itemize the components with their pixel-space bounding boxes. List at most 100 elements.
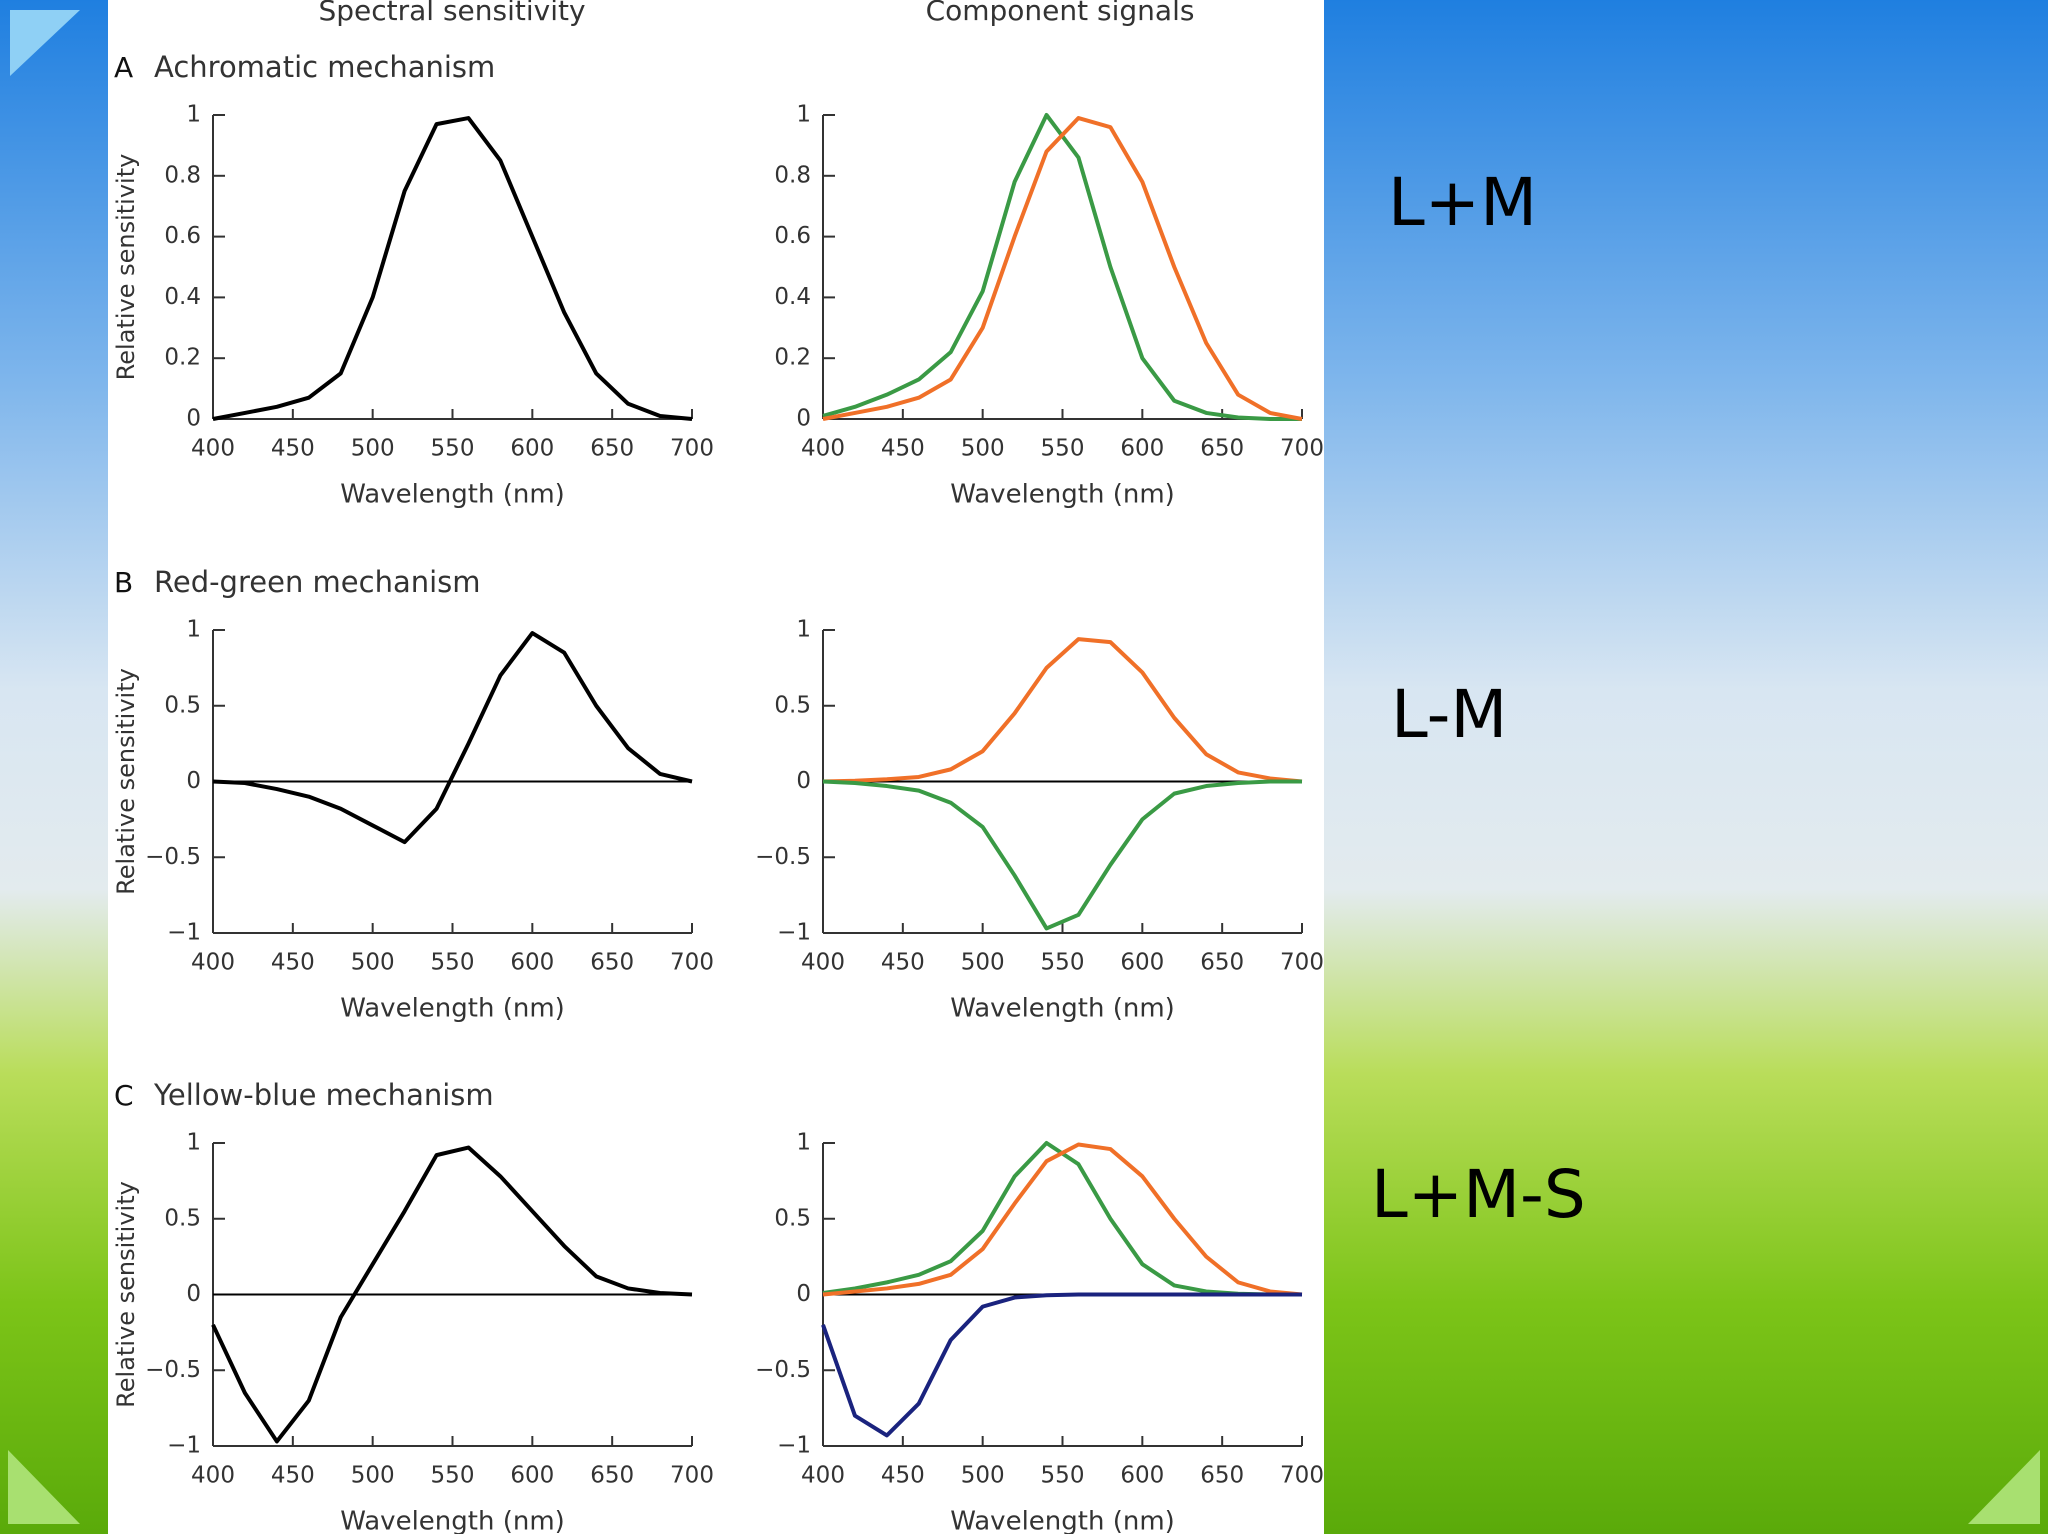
y-tick-label: −0.5 (145, 844, 201, 870)
panel-title: Red-green mechanism (154, 565, 481, 599)
panel-letter: C (114, 1079, 134, 1112)
y-axis-label: Relative sensitivity (112, 668, 140, 895)
y-tick-label: 0.2 (164, 345, 201, 371)
x-tick-label: 400 (191, 1463, 235, 1489)
y-tick-label: 0 (796, 406, 811, 432)
y-tick-label: 1 (796, 1130, 811, 1156)
x-tick-label: 450 (881, 1463, 925, 1489)
series-line (822, 1142, 1303, 1297)
y-tick-label: 0 (186, 1281, 201, 1307)
y-tick-label: 0 (186, 768, 201, 794)
panel-title: Achromatic mechanism (154, 50, 495, 84)
x-axis-label: Wavelength (nm) (340, 994, 565, 1024)
x-axis-label: Wavelength (nm) (340, 1507, 565, 1534)
y-axis-label: Relative sensitivity (112, 154, 140, 381)
series-line (212, 631, 693, 845)
panel-letter: A (114, 51, 133, 84)
x-tick-label: 550 (431, 436, 475, 462)
y-tick-label: −0.5 (755, 844, 811, 870)
figure-panel (108, 0, 1324, 1534)
series-line (821, 1292, 1302, 1438)
side-label: L+M (1388, 164, 1537, 241)
x-tick-label: 700 (670, 950, 714, 976)
x-tick-label: 450 (271, 1463, 315, 1489)
x-tick-label: 450 (271, 436, 315, 462)
panel-letter: B (114, 566, 133, 599)
y-tick-label: 0.6 (774, 223, 811, 249)
x-tick-label: 500 (351, 436, 395, 462)
x-tick-label: 550 (431, 950, 475, 976)
x-tick-label: 600 (510, 1463, 554, 1489)
x-tick-label: 600 (510, 950, 554, 976)
y-tick-label: 1 (186, 617, 201, 643)
series-line (822, 116, 1303, 421)
column-title: Component signals (926, 0, 1195, 27)
panel-title: Yellow-blue mechanism (153, 1078, 494, 1112)
y-tick-label: 0.4 (164, 284, 201, 310)
y-tick-label: −0.5 (755, 1357, 811, 1383)
x-tick-label: 400 (191, 436, 235, 462)
x-tick-label: 600 (1120, 1463, 1164, 1489)
y-tick-label: 0.5 (774, 692, 811, 718)
corner-decoration (1968, 1450, 2040, 1524)
x-tick-label: 700 (670, 436, 714, 462)
y-tick-label: −1 (777, 920, 811, 946)
x-tick-label: 650 (590, 950, 634, 976)
y-tick-label: 0.5 (774, 1205, 811, 1231)
side-label: L-M (1391, 676, 1507, 753)
y-tick-label: 0.8 (164, 162, 201, 188)
y-tick-label: −1 (167, 920, 201, 946)
x-axis-label: Wavelength (nm) (950, 1507, 1175, 1534)
x-tick-label: 600 (1120, 950, 1164, 976)
x-tick-label: 550 (1041, 1463, 1085, 1489)
y-tick-label: 1 (186, 102, 201, 128)
x-tick-label: 550 (1041, 436, 1085, 462)
x-tick-label: 600 (1120, 436, 1164, 462)
y-tick-label: 0 (186, 406, 201, 432)
y-tick-label: 0.5 (164, 692, 201, 718)
x-tick-label: 700 (1280, 436, 1324, 462)
x-tick-label: 500 (961, 950, 1005, 976)
series-line (822, 637, 1303, 784)
corner-decoration (10, 10, 80, 76)
x-axis-label: Wavelength (nm) (950, 994, 1175, 1024)
y-tick-label: 1 (796, 102, 811, 128)
column-title: Spectral sensitivity (318, 0, 585, 27)
y-tick-label: 0 (796, 1281, 811, 1307)
x-tick-label: 450 (881, 950, 925, 976)
x-axis-label: Wavelength (nm) (340, 480, 565, 510)
series-line (822, 779, 1302, 931)
x-tick-label: 450 (881, 436, 925, 462)
x-tick-label: 400 (801, 950, 845, 976)
corner-decoration (8, 1450, 80, 1524)
x-tick-label: 500 (961, 436, 1005, 462)
x-tick-label: 650 (590, 436, 634, 462)
series-line (211, 1145, 693, 1444)
x-tick-label: 500 (351, 950, 395, 976)
x-tick-label: 550 (1041, 950, 1085, 976)
y-tick-label: 0.2 (774, 345, 811, 371)
x-tick-label: 400 (801, 1463, 845, 1489)
y-tick-label: 0.4 (774, 284, 811, 310)
y-axis-label: Relative sensitivity (112, 1181, 140, 1408)
x-tick-label: 550 (431, 1463, 475, 1489)
y-tick-label: 0.6 (164, 223, 201, 249)
x-tick-label: 400 (191, 950, 235, 976)
x-axis-label: Wavelength (nm) (950, 480, 1175, 510)
x-tick-label: 700 (1280, 950, 1324, 976)
x-tick-label: 650 (590, 1463, 634, 1489)
x-tick-label: 450 (271, 950, 315, 976)
y-tick-label: 0.8 (774, 162, 811, 188)
x-tick-label: 700 (1280, 1463, 1324, 1489)
x-tick-label: 400 (801, 436, 845, 462)
y-tick-label: 1 (186, 1130, 201, 1156)
y-tick-label: −1 (777, 1433, 811, 1459)
y-tick-label: −0.5 (145, 1357, 201, 1383)
x-tick-label: 650 (1200, 436, 1244, 462)
y-tick-label: 0 (796, 768, 811, 794)
x-tick-label: 600 (510, 436, 554, 462)
y-tick-label: 1 (796, 617, 811, 643)
x-tick-label: 650 (1200, 1463, 1244, 1489)
